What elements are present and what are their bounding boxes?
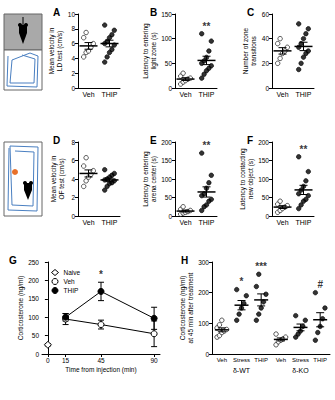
svg-text:8: 8: [71, 25, 75, 32]
svg-text:200: 200: [161, 139, 172, 146]
svg-text:F: F: [247, 135, 253, 146]
svg-text:Veh: Veh: [64, 278, 76, 285]
svg-text:50: 50: [165, 60, 173, 67]
svg-text:200: 200: [28, 277, 39, 284]
svg-text:0: 0: [265, 213, 269, 220]
svg-text:Veh: Veh: [217, 357, 227, 363]
svg-text:light zone (s): light zone (s): [150, 32, 158, 69]
svg-text:LD test (cm/s): LD test (cm/s): [56, 31, 64, 71]
svg-text:4: 4: [71, 55, 75, 62]
svg-text:150: 150: [258, 157, 269, 164]
svg-text:100: 100: [258, 176, 269, 183]
svg-text:H: H: [181, 255, 188, 266]
svg-text:C: C: [247, 7, 254, 18]
svg-text:A: A: [53, 7, 60, 18]
svg-text:**: **: [203, 140, 211, 151]
svg-text:0: 0: [168, 213, 172, 220]
svg-text:Latency to entering: Latency to entering: [142, 151, 150, 207]
svg-text:90: 90: [150, 357, 158, 364]
svg-text:**: **: [203, 21, 211, 32]
svg-text:Veh: Veh: [276, 91, 288, 98]
svg-text:G: G: [9, 255, 17, 266]
svg-text:Latency to contacting: Latency to contacting: [239, 148, 247, 210]
svg-text:Mean velocity in: Mean velocity in: [48, 27, 56, 74]
svg-text:150: 150: [161, 11, 172, 18]
svg-text:THIP: THIP: [313, 357, 327, 363]
svg-text:10: 10: [68, 11, 76, 18]
svg-text:*: *: [99, 269, 103, 280]
svg-text:50: 50: [262, 194, 270, 201]
svg-text:Veh: Veh: [179, 219, 191, 226]
svg-text:8: 8: [71, 139, 75, 146]
svg-text:Veh: Veh: [82, 219, 94, 226]
svg-text:E: E: [150, 135, 157, 146]
svg-text:100: 100: [161, 176, 172, 183]
svg-text:Corticosterone (ng/ml): Corticosterone (ng/ml): [17, 276, 25, 340]
svg-text:6: 6: [71, 40, 75, 47]
svg-text:**: **: [300, 144, 308, 155]
svg-text:20: 20: [262, 60, 270, 67]
svg-text:THIP: THIP: [296, 219, 312, 226]
svg-text:0: 0: [35, 351, 39, 358]
svg-text:0: 0: [46, 357, 50, 364]
svg-text:THIP: THIP: [254, 357, 268, 363]
svg-text:Naive: Naive: [64, 269, 81, 276]
svg-text:100: 100: [28, 314, 39, 321]
svg-text:15: 15: [62, 357, 70, 364]
svg-text:0: 0: [71, 85, 75, 92]
svg-text:2: 2: [71, 70, 75, 77]
svg-text:new object (s): new object (s): [247, 159, 255, 199]
svg-text:Number of zone: Number of zone: [242, 27, 249, 74]
svg-text:THIP: THIP: [199, 91, 215, 98]
svg-text:B: B: [150, 7, 157, 18]
svg-text:THIP: THIP: [199, 219, 215, 226]
svg-text:Veh: Veh: [179, 91, 191, 98]
svg-text:200: 200: [258, 139, 269, 146]
svg-text:THIP: THIP: [296, 91, 312, 98]
svg-text:2: 2: [71, 194, 75, 201]
svg-text:Veh: Veh: [82, 91, 94, 98]
svg-text:Stress: Stress: [233, 357, 250, 363]
svg-text:150: 150: [161, 157, 172, 164]
svg-text:arena center (s): arena center (s): [150, 156, 158, 202]
svg-text:40: 40: [262, 35, 270, 42]
svg-text:THIP: THIP: [64, 287, 79, 294]
svg-text:OF test (cm/s): OF test (cm/s): [58, 158, 66, 199]
svg-text:δ-WT: δ-WT: [233, 367, 251, 374]
svg-text:*: *: [240, 276, 244, 287]
svg-text:50: 50: [32, 332, 40, 339]
svg-text:THIP: THIP: [102, 219, 118, 226]
svg-text:60: 60: [262, 11, 270, 18]
svg-text:50: 50: [165, 194, 173, 201]
svg-text:0: 0: [168, 85, 172, 92]
svg-text:Time from injection (min): Time from injection (min): [65, 366, 136, 374]
svg-text:THIP: THIP: [102, 91, 118, 98]
svg-text:0: 0: [265, 85, 269, 92]
svg-text:Veh: Veh: [276, 357, 286, 363]
svg-text:#: #: [317, 279, 323, 290]
svg-text:100: 100: [161, 35, 172, 42]
svg-text:6: 6: [71, 157, 75, 164]
svg-text:Corticosterone (ng/ml): Corticosterone (ng/ml): [179, 276, 187, 340]
svg-text:Latency to entering: Latency to entering: [142, 23, 150, 79]
svg-text:δ-KO: δ-KO: [292, 367, 309, 374]
svg-text:200: 200: [198, 289, 209, 296]
svg-text:Veh: Veh: [276, 219, 288, 226]
svg-text:D: D: [53, 135, 60, 146]
svg-text:0: 0: [71, 213, 75, 220]
svg-text:45: 45: [97, 357, 105, 364]
svg-text:at 45 min after treatment: at 45 min after treatment: [187, 272, 194, 343]
svg-text:0: 0: [205, 351, 209, 358]
svg-text:Mean velocity in: Mean velocity in: [50, 155, 58, 202]
svg-text:transitions: transitions: [250, 35, 257, 65]
svg-text:4: 4: [71, 176, 75, 183]
svg-text:100: 100: [198, 320, 209, 327]
svg-text:250: 250: [28, 259, 39, 266]
svg-text:300: 300: [198, 259, 209, 266]
svg-text:***: ***: [255, 261, 267, 272]
svg-text:150: 150: [28, 295, 39, 302]
svg-text:Stress: Stress: [292, 357, 309, 363]
